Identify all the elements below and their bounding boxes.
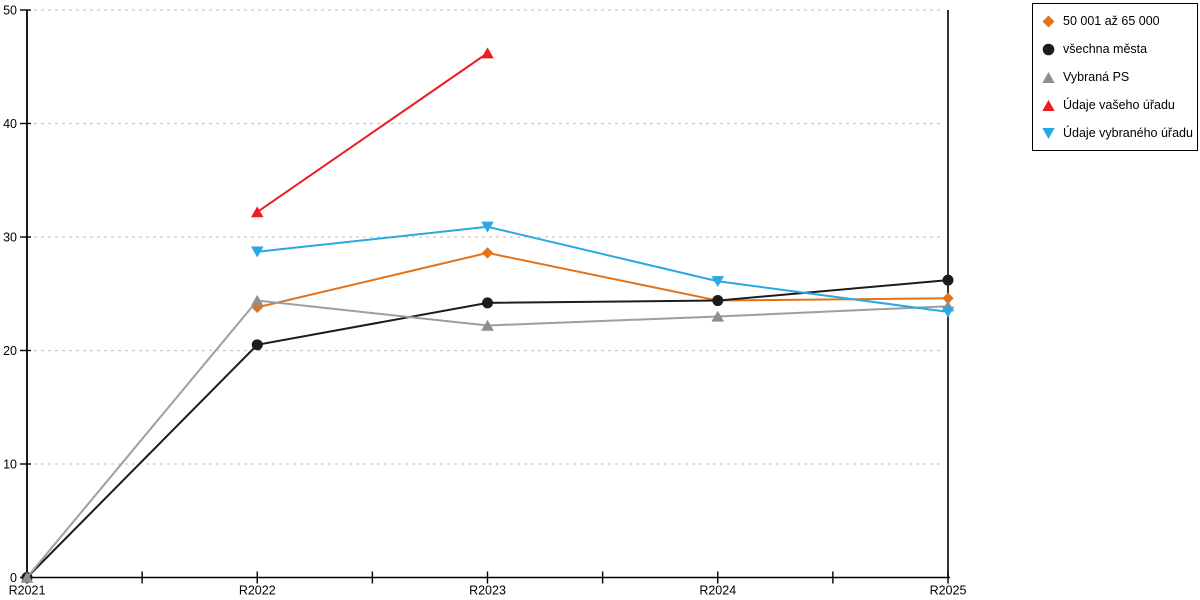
data-point-marker xyxy=(250,246,264,258)
legend-item-1: všechna města xyxy=(1042,42,1193,56)
legend-label: Údaje vybraného úřadu xyxy=(1063,126,1193,140)
chart-legend: 50 001 až 65 000 všechna města Vybraná PS Ú… xyxy=(1032,3,1198,151)
x-tick-label: R2023 xyxy=(469,584,506,598)
data-point-marker xyxy=(251,339,263,351)
diamond-icon xyxy=(1042,15,1055,27)
series-line xyxy=(257,225,949,313)
series-1 xyxy=(21,274,954,583)
legend-label: 50 001 až 65 000 xyxy=(1063,14,1160,28)
data-point-marker xyxy=(481,319,494,331)
data-point-marker xyxy=(250,206,264,218)
data-point-marker xyxy=(941,306,955,318)
y-tick-label: 30 xyxy=(3,231,17,245)
legend-label: Údaje vašeho úřadu xyxy=(1063,98,1175,112)
data-point-marker xyxy=(942,274,954,286)
legend-item-0: 50 001 až 65 000 xyxy=(1042,14,1193,28)
x-tick-label: R2025 xyxy=(930,584,967,598)
data-point-marker xyxy=(711,276,725,287)
data-point-marker xyxy=(481,247,494,259)
triangle-up-icon xyxy=(1042,71,1055,83)
series-0 xyxy=(251,247,954,314)
data-point-marker xyxy=(481,47,494,59)
data-point-marker xyxy=(942,292,954,304)
legend-item-2: Vybraná PS xyxy=(1042,70,1193,84)
legend-item-3: Údaje vašeho úřadu xyxy=(1042,98,1193,112)
series-line xyxy=(256,52,489,213)
x-tick-label: R2022 xyxy=(239,584,276,598)
triangle-down-icon xyxy=(1042,127,1055,139)
legend-label: Vybraná PS xyxy=(1063,70,1130,84)
y-gridlines xyxy=(27,9,942,465)
series-3 xyxy=(250,47,494,218)
y-tick-label: 0 xyxy=(10,571,17,585)
data-point-marker xyxy=(20,571,34,583)
y-tick-label: 20 xyxy=(3,344,17,358)
y-tick-label: 50 xyxy=(3,4,17,18)
y-tick-label: 10 xyxy=(3,458,17,472)
data-point-marker xyxy=(711,310,725,322)
data-point-marker xyxy=(482,297,493,309)
legend-label: všechna města xyxy=(1063,42,1148,56)
legend-item-4: Údaje vybraného úřadu xyxy=(1042,126,1193,140)
series-line xyxy=(257,251,949,309)
circle-icon xyxy=(1042,43,1055,55)
data-point-marker xyxy=(712,295,724,307)
y-tick-label: 40 xyxy=(3,117,17,131)
triangle-up-icon xyxy=(1042,99,1055,111)
x-tick-label: R2021 xyxy=(9,584,46,598)
series-4 xyxy=(250,221,955,318)
data-point-marker xyxy=(481,221,494,233)
x-tick-label: R2024 xyxy=(699,584,736,598)
data-point-marker xyxy=(250,294,264,306)
series-2 xyxy=(20,294,955,583)
